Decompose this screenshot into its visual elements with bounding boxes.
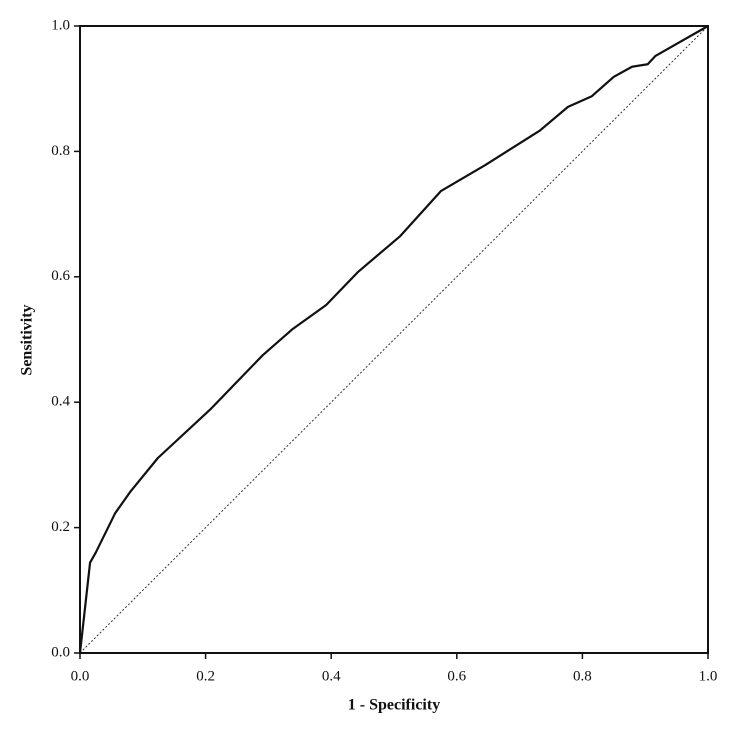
x-tick-label: 0.8 xyxy=(573,668,592,684)
x-tick-label: 0.2 xyxy=(196,668,215,684)
y-tick-label: 0.6 xyxy=(51,268,70,284)
y-tick-label: 1.0 xyxy=(51,17,70,33)
x-axis-title: 1 - Specificity xyxy=(348,697,440,714)
y-tick-label: 0.8 xyxy=(51,143,70,159)
plot-frame xyxy=(79,25,709,654)
x-tick-label: 1.0 xyxy=(699,668,718,684)
reference-line xyxy=(79,25,709,654)
roc-curve xyxy=(78,25,709,654)
y-tick-label: 0.4 xyxy=(51,394,70,410)
y-tick-label: 0.0 xyxy=(51,644,70,660)
y-tick-label: 0.2 xyxy=(51,519,70,535)
x-tick-label: 0.0 xyxy=(71,668,90,684)
y-axis-title: Sensitivity xyxy=(19,304,36,375)
x-tick-label: 0.4 xyxy=(322,668,341,684)
x-tick-label: 0.6 xyxy=(447,668,466,684)
